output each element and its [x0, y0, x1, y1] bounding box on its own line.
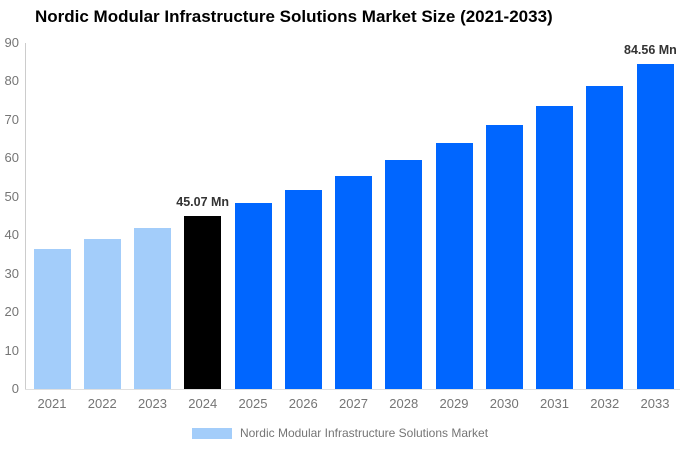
chart-title: Nordic Modular Infrastructure Solutions …: [35, 7, 553, 26]
y-axis-tick-label: 40: [4, 227, 19, 243]
x-axis-tick-label: 2028: [389, 396, 419, 411]
x-axis-tick-label: 2030: [489, 396, 519, 411]
legend-swatch-icon: [191, 427, 232, 439]
bar-value-label-2033: 84.56 Mn: [624, 42, 677, 57]
x-axis-tick-label: 2033: [640, 396, 670, 411]
y-axis-tick-label: 60: [4, 150, 19, 166]
y-axis-tick-label: 0: [11, 381, 19, 396]
bar-2026[interactable]: [284, 190, 322, 389]
y-axis-tick-label: 90: [4, 35, 19, 50]
bar-2031[interactable]: [536, 106, 573, 389]
x-axis-line: [25, 389, 680, 390]
bar-2033[interactable]: [636, 63, 674, 389]
x-axis-tick-label: 2027: [339, 396, 368, 411]
bar-2029[interactable]: [435, 142, 473, 389]
bar-2023[interactable]: [134, 227, 171, 389]
x-axis-tick-label: 2022: [87, 396, 117, 411]
bar-2028[interactable]: [385, 159, 423, 389]
x-axis-tick-label: 2026: [288, 396, 318, 411]
x-axis-tick-label: 2021: [37, 396, 67, 411]
bar-value-label-2024: 45.07 Mn: [176, 194, 230, 209]
legend-label: Nordic Modular Infrastructure Solutions …: [239, 426, 489, 440]
y-axis-line: [25, 43, 26, 389]
x-axis-tick-label: 2024: [188, 396, 218, 411]
y-axis-tick-label: 70: [4, 111, 19, 127]
bar-2024[interactable]: [184, 215, 222, 389]
y-axis-tick-label: 50: [4, 188, 19, 204]
x-axis-tick-label: 2023: [138, 396, 167, 411]
bar-2030[interactable]: [485, 125, 523, 389]
bar-2027[interactable]: [335, 175, 372, 389]
y-axis-tick-label: 10: [4, 342, 19, 358]
y-axis-tick-label: 30: [4, 265, 19, 281]
bar-2022[interactable]: [83, 239, 121, 389]
y-axis-tick-label: 80: [4, 73, 19, 89]
x-axis-tick-label: 2029: [439, 396, 469, 411]
x-axis-tick-label: 2032: [590, 396, 620, 411]
legend[interactable]: Nordic Modular Infrastructure Solutions …: [0, 426, 680, 440]
bar-2025[interactable]: [234, 202, 272, 389]
bar-2032[interactable]: [586, 85, 624, 389]
x-axis-tick-label: 2031: [540, 396, 569, 411]
y-axis-tick-label: 20: [4, 304, 19, 320]
bar-2021[interactable]: [33, 249, 71, 389]
x-axis-tick-label: 2025: [238, 396, 268, 411]
